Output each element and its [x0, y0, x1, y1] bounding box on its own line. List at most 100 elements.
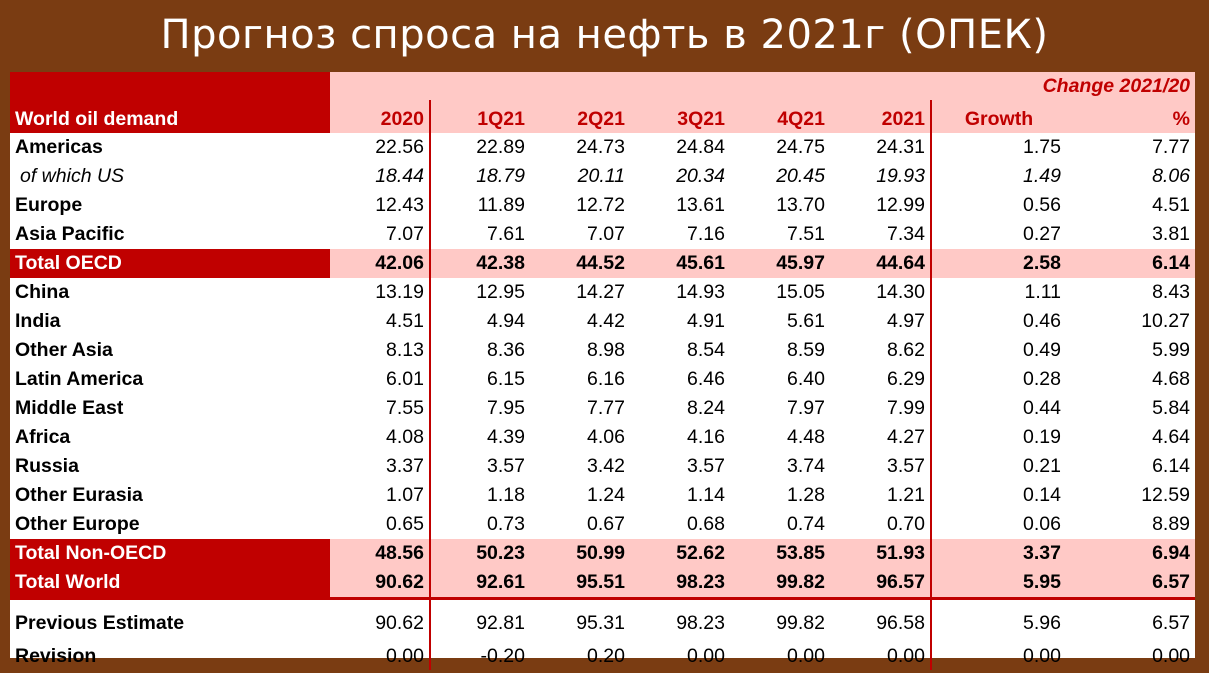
table-cell: 6.57 [1152, 612, 1191, 634]
table-cell: 4.68 [1152, 368, 1191, 390]
table-row: Latin America 6.01 6.15 6.16 6.46 6.40 6.29 0.2… [10, 365, 1195, 394]
table-cell: 13.19 [330, 278, 431, 307]
table-cell: 4.08 [330, 423, 431, 452]
table-cell: 3.57 [830, 452, 932, 481]
row-label: Total World [10, 568, 330, 600]
table-row: Russia 3.37 3.57 3.42 3.57 3.74 3.57 0.21 6.14 [10, 452, 1195, 481]
table-cell: 4.51 [1152, 194, 1191, 216]
table-cell: 0.21 [1023, 455, 1061, 477]
table-cell: 0.00 [1152, 645, 1191, 667]
table-cell: 1.28 [787, 484, 825, 506]
table-row: Revision 0.00 -0.20 0.20 0.00 0.00 0.00 0.00 0.0… [10, 637, 1195, 670]
table-cell: 13.70 [776, 194, 825, 216]
column-header: Growth [931, 100, 1066, 133]
table-cell: 0.20 [587, 645, 625, 667]
table-cell: 42.06 [330, 249, 431, 278]
table-cell: 5.61 [787, 310, 825, 332]
first-column-header: World oil demand [10, 100, 330, 133]
table-cell: 12.43 [330, 191, 431, 220]
table-row: Total World 90.62 92.61 95.51 98.23 99.82 96.5… [10, 568, 1196, 600]
table-cell: 0.00 [1023, 645, 1061, 667]
row-label: Middle East [15, 397, 124, 419]
oil-demand-table-panel: Change 2021/20 World oil demand 2020 1Q2… [10, 72, 1196, 670]
column-header-row: World oil demand 2020 1Q21 2Q21 3Q21 4Q2… [10, 100, 1196, 133]
table-row: Total OECD 42.06 42.38 44.52 45.61 45.97 44.64… [10, 249, 1196, 278]
table-cell: 51.93 [830, 539, 932, 568]
table-cell: 4.64 [1152, 426, 1191, 448]
table-cell: 0.65 [330, 510, 431, 539]
table-cell: 22.89 [476, 136, 525, 158]
table-cell: 14.30 [830, 278, 932, 307]
table-cell: 7.77 [587, 397, 625, 419]
table-cell: 20.34 [676, 165, 725, 187]
row-label: Previous Estimate [15, 612, 185, 634]
table-row: Other Europe 0.65 0.73 0.67 0.68 0.74 0.70 0.06… [10, 510, 1195, 539]
table-row: China 13.19 12.95 14.27 14.93 15.05 14.30 1.11 8… [10, 278, 1195, 307]
table-cell: 1.11 [1024, 281, 1061, 303]
table-cell: 0.68 [687, 513, 725, 535]
table-cell: 4.06 [587, 426, 625, 448]
table-cell: 8.36 [487, 339, 525, 361]
table-cell: 92.81 [476, 612, 525, 634]
row-label: Total OECD [10, 249, 330, 278]
column-header: 2020 [330, 100, 431, 133]
table-cell: 0.74 [787, 513, 825, 535]
table-cell: 4.97 [830, 307, 932, 336]
table-cell: 99.82 [776, 612, 825, 634]
table-cell: 6.29 [830, 365, 932, 394]
table-cell: 96.58 [830, 604, 932, 637]
table-cell: 20.45 [776, 165, 825, 187]
table-cell: 0.19 [1023, 426, 1061, 448]
table-cell: 3.81 [1152, 223, 1191, 245]
table-row: of which US 18.44 18.79 20.11 20.34 20.45 19.9… [10, 162, 1195, 191]
table-cell: 98.23 [676, 612, 725, 634]
table-row: Total Non-OECD 48.56 50.23 50.99 52.62 53.85 5… [10, 539, 1196, 568]
table-cell: 7.99 [830, 394, 932, 423]
table-cell: 6.94 [1066, 539, 1196, 568]
table-cell: 50.99 [530, 539, 630, 568]
table-cell: 7.51 [787, 223, 825, 245]
table-cell: 8.13 [330, 336, 431, 365]
table-cell: 53.85 [730, 539, 830, 568]
table-cell: 45.97 [730, 249, 830, 278]
row-label: India [15, 310, 61, 332]
row-label: Russia [15, 455, 79, 477]
table-cell: 8.54 [687, 339, 725, 361]
table-cell: 7.95 [487, 397, 525, 419]
table-cell: 90.62 [330, 568, 431, 600]
table-cell: 6.14 [1152, 455, 1191, 477]
table-cell: 0.44 [1023, 397, 1061, 419]
table-cell: 8.06 [1152, 165, 1191, 187]
table-cell: 6.46 [687, 368, 725, 390]
row-label: Asia Pacific [15, 223, 125, 245]
table-cell: 3.57 [487, 455, 525, 477]
table-cell: 6.15 [487, 368, 525, 390]
table-cell: 3.74 [787, 455, 825, 477]
table-cell: 48.56 [330, 539, 431, 568]
table-cell: 52.62 [630, 539, 730, 568]
row-label: Other Eurasia [15, 484, 143, 506]
table-cell: 4.51 [330, 307, 431, 336]
table-cell: 0.27 [1023, 223, 1061, 245]
table-cell: 24.75 [776, 136, 825, 158]
table-cell: 14.27 [576, 281, 625, 303]
table-cell: 4.94 [487, 310, 525, 332]
column-header: 1Q21 [430, 100, 530, 133]
oil-demand-table: Change 2021/20 World oil demand 2020 1Q2… [10, 72, 1196, 670]
row-label: Total Non-OECD [10, 539, 330, 568]
column-header: % [1066, 100, 1196, 133]
table-cell: 0.00 [687, 645, 725, 667]
row-label: Europe [15, 194, 83, 216]
column-header: 4Q21 [730, 100, 830, 133]
table-cell: 8.62 [830, 336, 932, 365]
table-cell: 15.05 [776, 281, 825, 303]
table-cell: 6.16 [587, 368, 625, 390]
table-cell: 22.56 [330, 133, 431, 162]
row-label: of which US [20, 165, 125, 187]
table-cell: 8.89 [1152, 513, 1191, 535]
table-cell: 0.00 [330, 637, 431, 670]
row-label: Other Europe [15, 513, 140, 535]
table-cell: 42.38 [430, 249, 530, 278]
table-cell: 1.18 [487, 484, 525, 506]
table-cell: 5.96 [1023, 612, 1061, 634]
